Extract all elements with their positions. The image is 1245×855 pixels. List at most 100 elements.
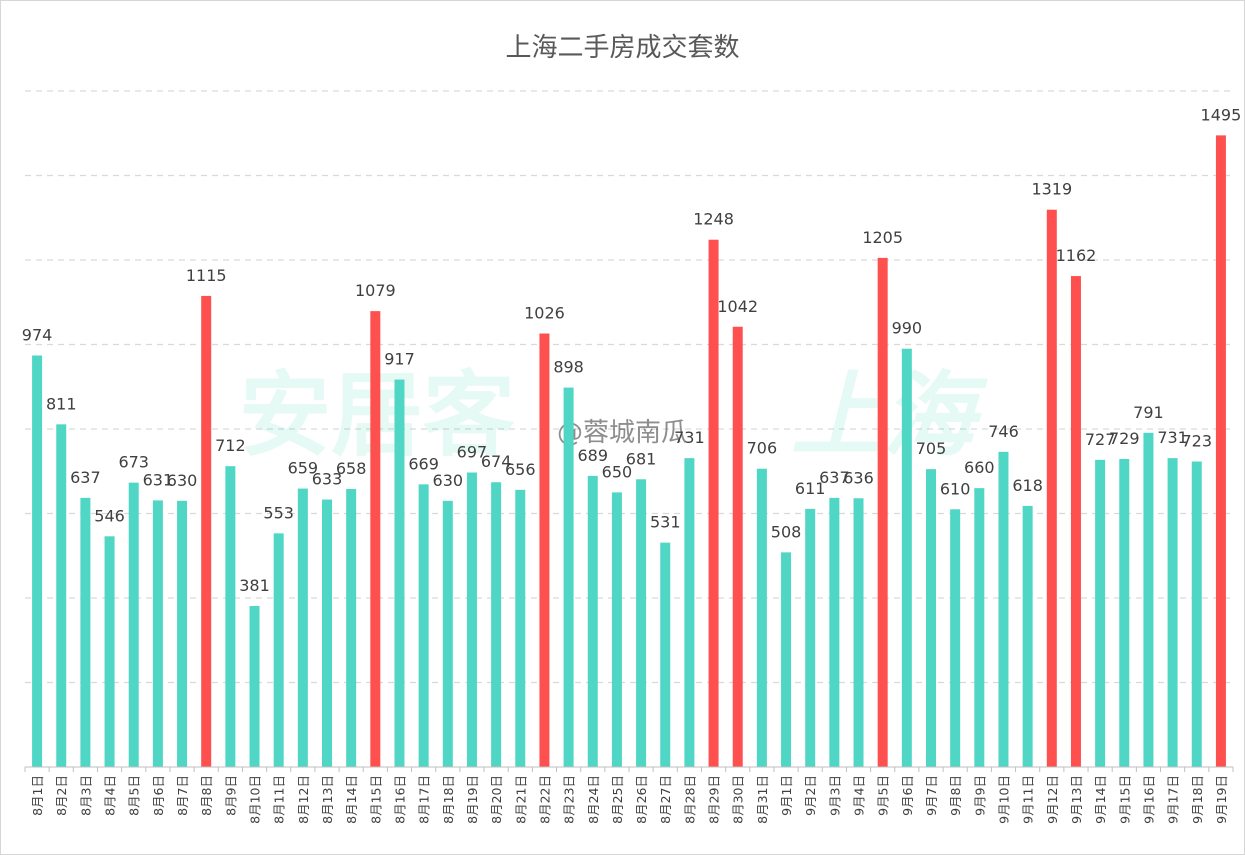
data-label: 631: [143, 470, 174, 489]
category-label: 9月18日: [1190, 775, 1205, 824]
bar: [539, 333, 550, 767]
bar: [853, 498, 864, 767]
category-label: 8月16日: [392, 775, 407, 824]
bar: [104, 536, 115, 767]
data-label: 669: [408, 454, 439, 473]
data-label: 1079: [355, 281, 396, 300]
category-label: 9月11日: [1021, 775, 1036, 824]
data-label: 746: [988, 422, 1019, 441]
bar: [394, 379, 405, 767]
bar: [998, 451, 1009, 767]
data-label: 658: [336, 459, 367, 478]
bar: [877, 257, 888, 767]
bar: [1143, 432, 1154, 767]
watermark-city: 上海: [791, 362, 988, 469]
category-label: 9月16日: [1141, 775, 1156, 824]
bar: [177, 500, 188, 767]
bars: [32, 135, 1226, 768]
bar: [756, 468, 767, 767]
bar: [950, 509, 961, 767]
category-label: 8月20日: [489, 775, 504, 824]
bar: [249, 606, 260, 767]
data-label: 1495: [1201, 105, 1242, 124]
category-label: 8月9日: [223, 775, 238, 816]
category-label: 8月14日: [344, 775, 359, 824]
data-label: 791: [1133, 403, 1164, 422]
data-label: 637: [70, 468, 101, 487]
category-label: 9月19日: [1214, 775, 1229, 824]
data-label: 553: [263, 503, 294, 522]
category-label: 8月31日: [755, 775, 770, 824]
bar: [32, 355, 43, 767]
data-label: 656: [505, 460, 536, 479]
category-label: 9月13日: [1069, 775, 1084, 824]
data-label: 723: [1181, 432, 1212, 451]
category-label: 8月28日: [682, 775, 697, 824]
bar: [587, 475, 598, 767]
category-label: 8月8日: [199, 775, 214, 816]
bar: [442, 500, 453, 767]
category-label: 8月10日: [248, 775, 263, 824]
category-label: 8月11日: [272, 775, 287, 824]
category-label: 9月15日: [1117, 775, 1132, 824]
data-label: 531: [650, 513, 681, 532]
data-label: 1115: [186, 266, 227, 285]
data-label: 811: [46, 394, 77, 413]
category-label: 8月25日: [610, 775, 625, 824]
data-label: 731: [1157, 428, 1188, 447]
data-label: 974: [22, 325, 53, 344]
category-label: 8月21日: [513, 775, 528, 824]
category-label: 9月9日: [972, 775, 987, 816]
bar: [322, 499, 332, 767]
data-label: 990: [892, 319, 923, 338]
category-label: 9月6日: [900, 775, 915, 816]
data-label: 546: [94, 506, 125, 525]
category-label: 9月8日: [948, 775, 963, 816]
bar: [1215, 135, 1226, 768]
category-label: 8月29日: [707, 775, 722, 824]
data-label: 630: [433, 471, 464, 490]
data-label: 1042: [717, 297, 758, 316]
bar: [370, 311, 381, 767]
category-label: 8月6日: [151, 775, 166, 816]
data-label: 674: [481, 452, 512, 471]
data-label: 1026: [524, 304, 565, 323]
data-label: 1205: [862, 228, 903, 247]
category-label: 8月2日: [54, 775, 69, 816]
category-label: 9月10日: [996, 775, 1011, 824]
bar: [563, 387, 574, 767]
category-label: 8月30日: [731, 775, 746, 824]
data-label: 1319: [1031, 180, 1072, 199]
chart-title: 上海二手房成交套数: [505, 33, 740, 63]
data-label: 689: [577, 446, 608, 465]
data-label: 729: [1109, 429, 1140, 448]
category-label: 8月4日: [103, 775, 118, 816]
category-label: 8月19日: [465, 775, 480, 824]
bar: [1191, 461, 1202, 767]
data-label: 731: [674, 428, 705, 447]
category-label: 9月17日: [1166, 775, 1181, 824]
bar: [297, 488, 308, 767]
category-label: 8月22日: [537, 775, 552, 824]
data-label: 633: [312, 470, 343, 489]
bar: [225, 466, 236, 767]
category-label: 9月5日: [876, 775, 891, 816]
category-label: 8月27日: [658, 775, 673, 824]
bar: [346, 488, 357, 767]
category-label: 8月12日: [296, 775, 311, 824]
bar: [1046, 209, 1057, 767]
bar: [611, 492, 622, 767]
bar: [684, 458, 695, 767]
bar: [56, 424, 67, 767]
data-label: 659: [288, 459, 319, 478]
category-label: 8月7日: [175, 775, 190, 816]
data-label: 660: [964, 458, 995, 477]
bar: [660, 542, 671, 767]
data-label: 673: [118, 453, 149, 472]
bar: [1119, 458, 1130, 767]
data-label: 681: [626, 449, 657, 468]
bar: [201, 295, 212, 767]
bar: [1022, 505, 1033, 767]
category-label: 9月2日: [803, 775, 818, 816]
